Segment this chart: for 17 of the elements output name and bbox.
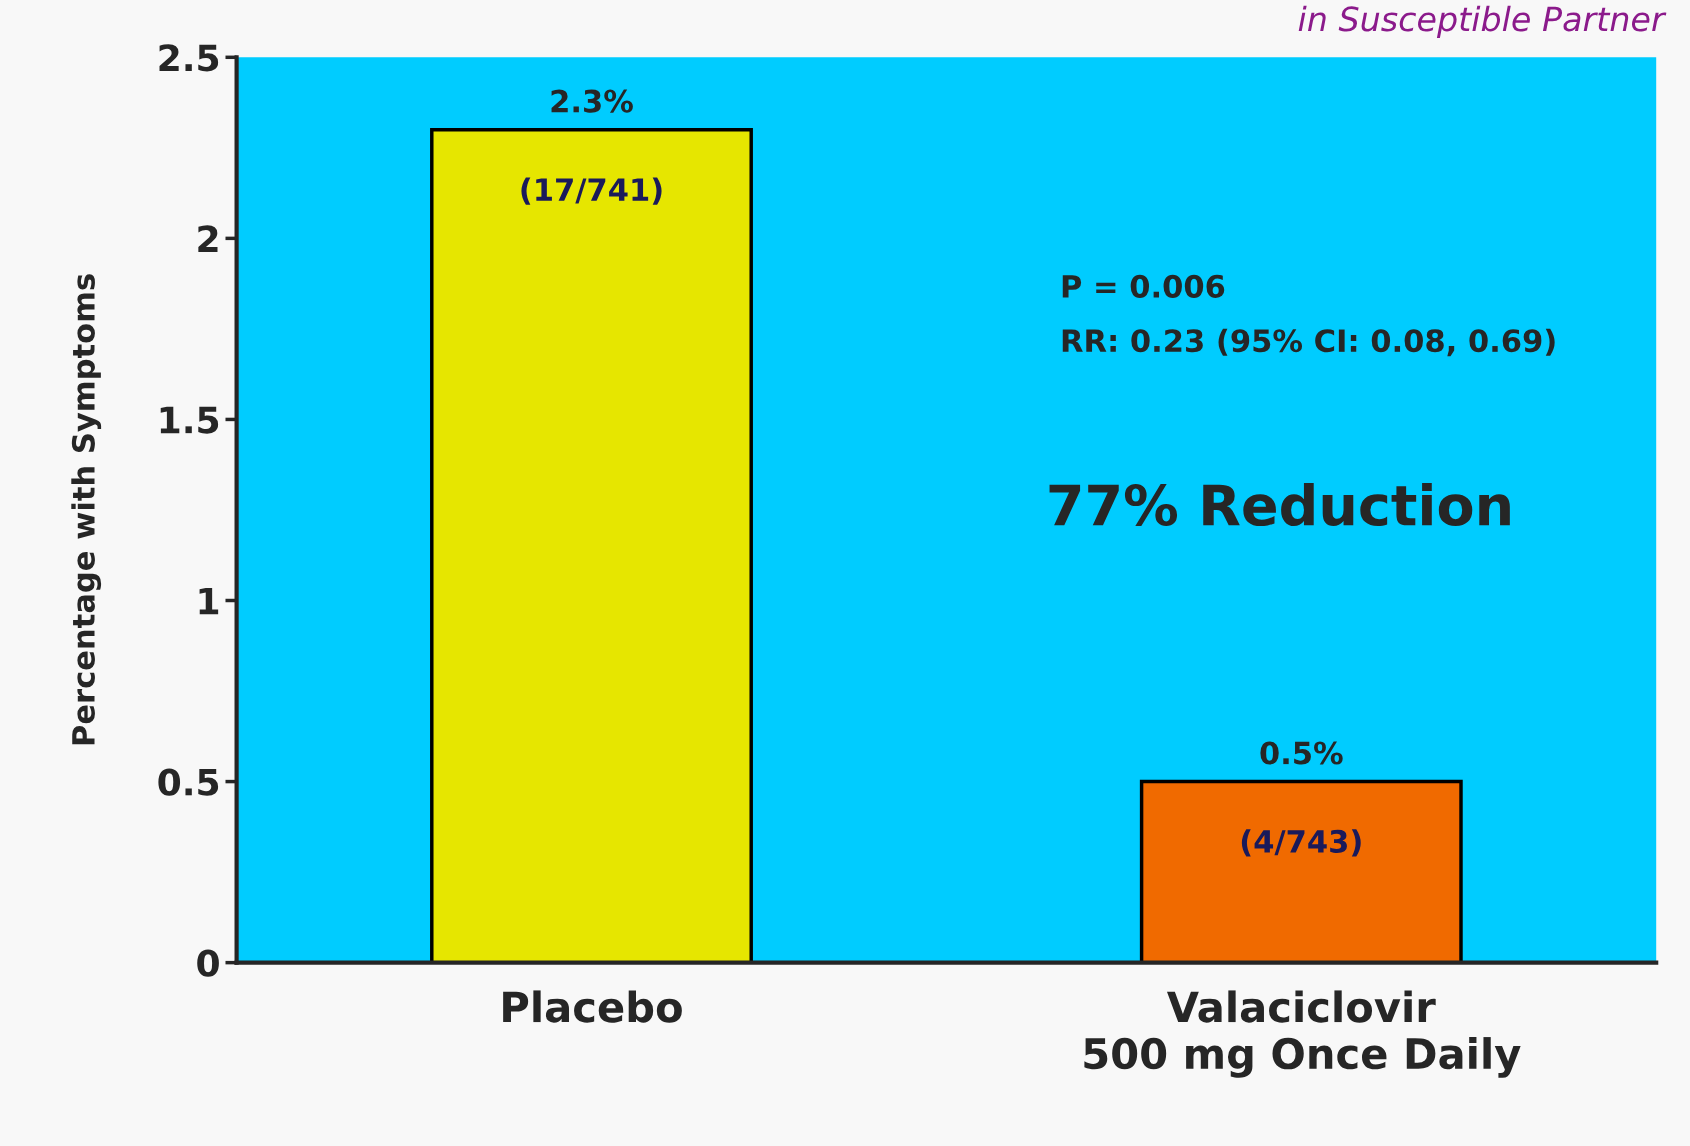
data-label: 2.3% (551, 89, 633, 113)
y-tick-label: 1 (199, 587, 219, 615)
x-tick-label: Placebo (503, 990, 682, 1023)
annotation: 77% Reduction (1049, 483, 1510, 527)
annotation: (17/741) (521, 177, 662, 205)
x-tick-label: Valaciclovir 500 mg Once Daily (1084, 990, 1521, 1078)
chart-subtitle: in Susceptible Partner (1298, 5, 1667, 38)
y-tick-label: 0.5 (158, 768, 219, 796)
annotation: (4/743) (1241, 829, 1361, 857)
y-axis-title: Percentage with Symptoms (71, 274, 102, 745)
y-tick-label: 2 (198, 225, 218, 253)
y-tick-label: 1.5 (160, 406, 219, 434)
y-tick-label: 2.5 (159, 44, 219, 72)
annotation: P = 0.006 (1062, 274, 1225, 298)
data-label: 0.5% (1260, 741, 1343, 765)
annotation: RR: 0.23 (95% CI: 0.08, 0.69) (1062, 328, 1555, 357)
y-tick-label: 0 (197, 949, 219, 977)
